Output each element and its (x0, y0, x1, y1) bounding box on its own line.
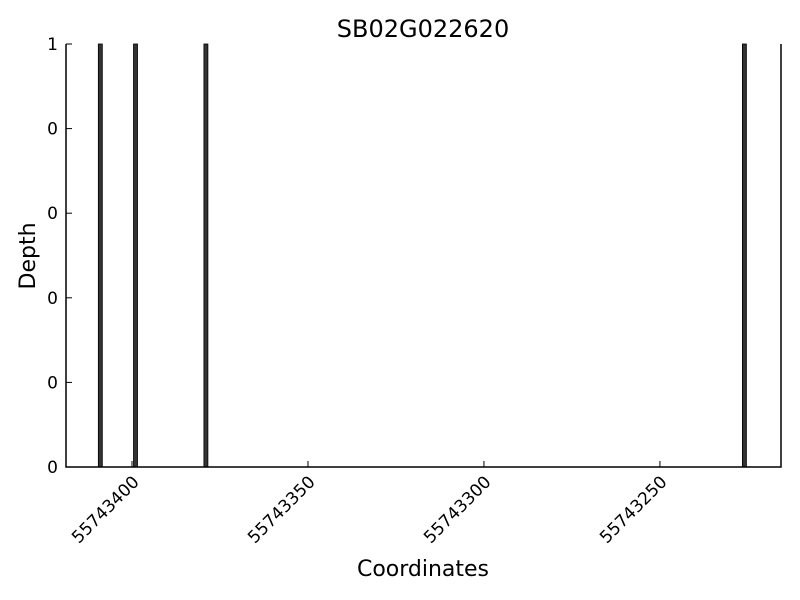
y-tick-label: 0 (47, 120, 58, 140)
x-axis-label: Coordinates (357, 557, 489, 582)
y-tick-label: 0 (47, 458, 58, 478)
x-tick-label: 55743350 (244, 472, 319, 547)
bar (133, 43, 138, 468)
chart-title: SB02G022620 (337, 15, 509, 43)
x-tick-label: 55743300 (420, 472, 495, 547)
y-tick-label: 0 (47, 204, 58, 224)
y-tick-label: 0 (47, 373, 58, 393)
y-tick-label: 0 (47, 289, 58, 309)
bar (97, 43, 103, 468)
y-axis-label: Depth (16, 222, 41, 289)
axes-frame (65, 44, 782, 468)
x-tick-label: 55743400 (68, 472, 143, 547)
x-tick-label: 55743250 (596, 472, 671, 547)
bar (203, 43, 209, 468)
y-tick-label: 1 (47, 35, 58, 55)
bar (741, 43, 747, 468)
